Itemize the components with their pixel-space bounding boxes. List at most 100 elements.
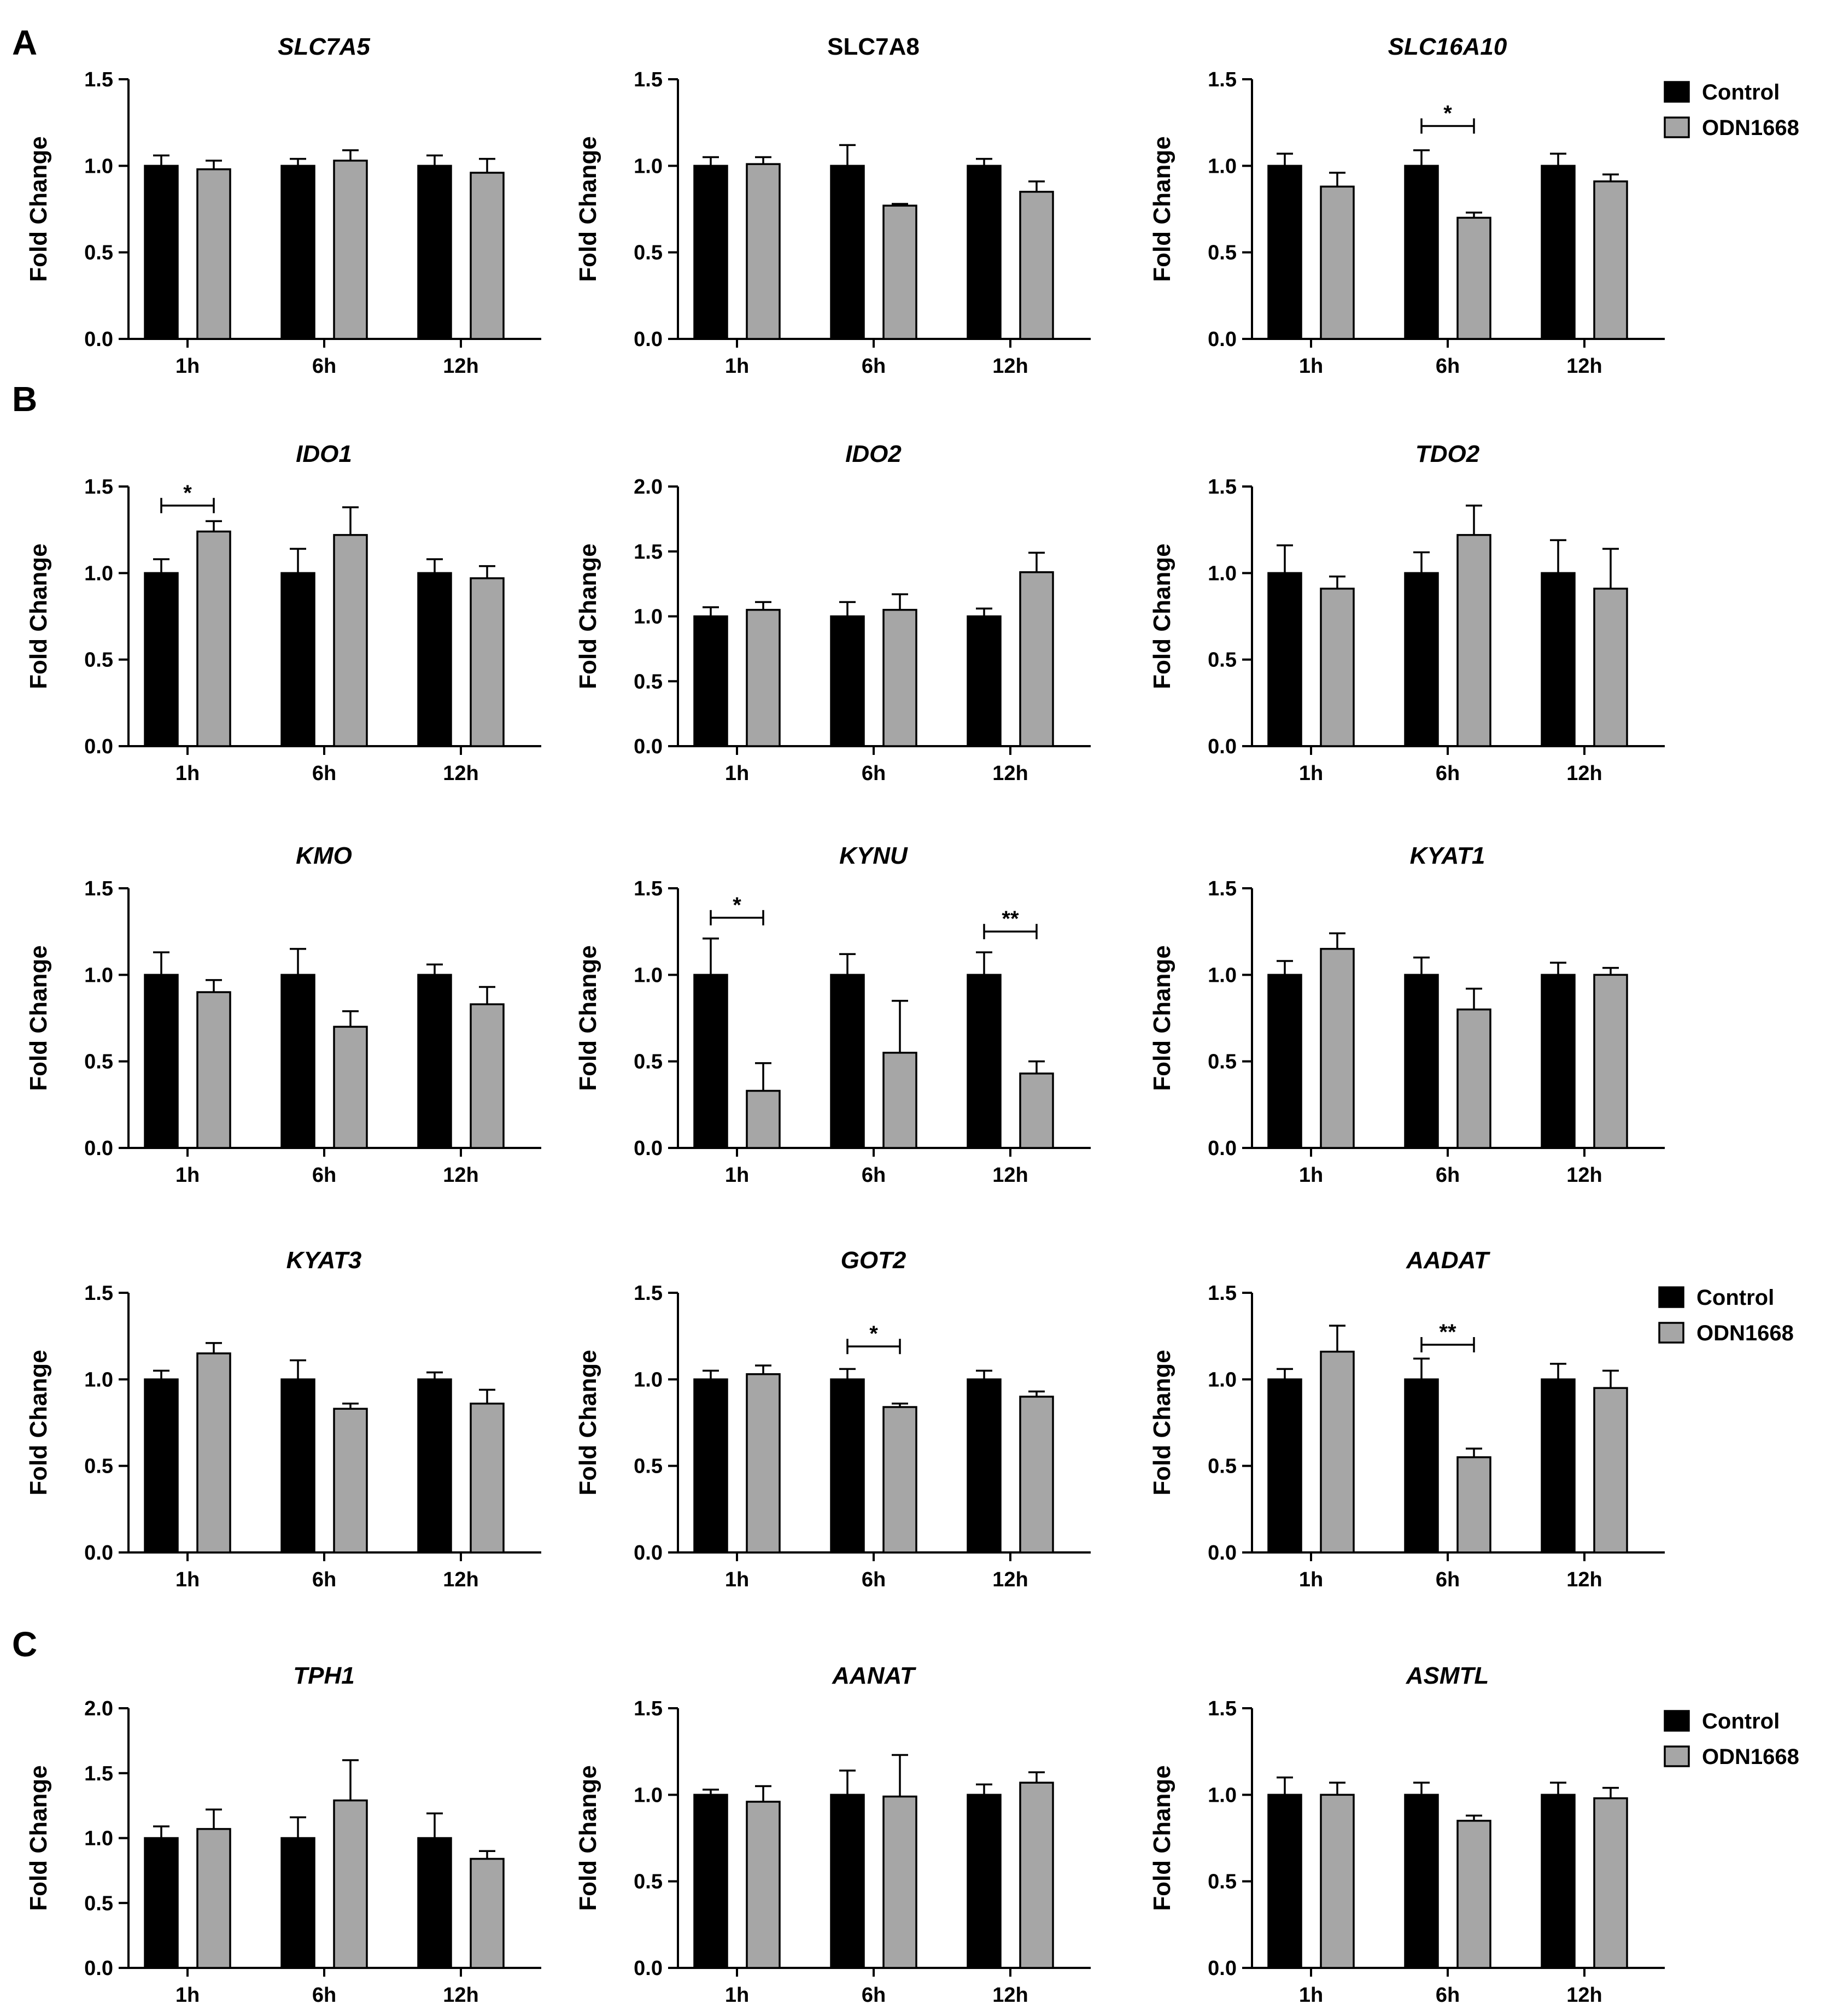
- bar-odn1668-6h: [882, 1052, 917, 1149]
- bar-odn1668-6h: [1456, 216, 1491, 340]
- x-tick-label: 12h: [443, 1984, 478, 2007]
- x-tick-label: 1h: [725, 355, 749, 378]
- x-tick-label: 12h: [1566, 1984, 1602, 2007]
- y-tick-label: 1.5: [84, 877, 113, 900]
- y-tick-label: 1.5: [84, 1282, 113, 1305]
- y-tick-label: 1.0: [84, 1368, 113, 1391]
- x-tick-label: 12h: [443, 355, 478, 378]
- x-tick-label: 6h: [312, 1164, 336, 1187]
- bar-control-6h: [1404, 974, 1439, 1149]
- bar-control-6h: [280, 572, 315, 747]
- y-tick-label: 0.0: [84, 735, 113, 758]
- y-tick-label: 1.5: [1208, 877, 1237, 900]
- bar-control-6h: [830, 974, 865, 1149]
- legend-swatch-control: [1664, 1710, 1690, 1732]
- legend-label: Control: [1702, 1709, 1780, 1733]
- legend-swatch-odn1668: [1664, 116, 1690, 138]
- x-tick-label: 6h: [862, 355, 886, 378]
- y-tick-label: 0.0: [1208, 1957, 1237, 1980]
- bar-odn1668-12h: [470, 172, 505, 340]
- y-tick-label: 0.0: [84, 1542, 113, 1564]
- bar-control-1h: [1267, 1794, 1302, 1969]
- chart-tdo2: TDO2 Fold Change 0.0 0.5 1.0 1.5 1h 6h 12h: [1149, 441, 1665, 785]
- chart-title: ASMTL: [1406, 1662, 1489, 1689]
- chart-aadat: AADAT Fold Change 0.0 0.5 1.0 1.5 1h 6h 12h ** Con…: [1149, 1247, 1794, 1591]
- y-axis-label: Fold Change: [1149, 1765, 1175, 1910]
- y-tick-label: 0.5: [1208, 1871, 1237, 1894]
- x-tick-label: 1h: [175, 1164, 200, 1187]
- bar-control-6h: [1404, 1794, 1439, 1969]
- bar-control-6h: [830, 1794, 865, 1969]
- y-tick-label: 0.5: [1208, 1455, 1237, 1478]
- bar-control-12h: [967, 974, 1002, 1149]
- x-tick-label: 1h: [175, 762, 200, 785]
- y-tick-label: 0.0: [84, 1957, 113, 1980]
- y-tick-label: 0.0: [1208, 1542, 1237, 1564]
- chart-title: IDO1: [296, 441, 352, 467]
- y-tick-label: 0.5: [84, 1892, 113, 1915]
- y-tick-label: 1.5: [1208, 68, 1237, 91]
- y-tick-label: 0.5: [84, 242, 113, 265]
- bar-control-12h: [417, 1378, 452, 1554]
- y-tick-label: 1.0: [1208, 1784, 1237, 1807]
- x-tick-label: 1h: [725, 1984, 749, 2007]
- chart-title: AADAT: [1406, 1247, 1490, 1274]
- legend-label: ODN1668: [1702, 1745, 1799, 1769]
- x-tick-label: 12h: [1566, 355, 1602, 378]
- bar-control-12h: [1541, 1794, 1576, 1969]
- bar-control-1h: [1267, 572, 1302, 747]
- chart-grid: SLC7A5 Fold Change 0.0 0.5 1.0 1.5 1h 6h 12h Cont…: [25, 33, 1799, 2007]
- chart-aanat: AANAT Fold Change 0.0 0.5 1.0 1.5 1h 6h 12h: [575, 1662, 1091, 2007]
- chart-title: SLC7A8: [827, 33, 920, 60]
- x-tick-label: 6h: [312, 1568, 336, 1591]
- bar-odn1668-6h: [333, 534, 368, 747]
- x-tick-label: 12h: [1566, 1164, 1602, 1187]
- bar-odn1668-1h: [746, 1089, 781, 1149]
- y-tick-label: 0.0: [84, 328, 113, 351]
- x-tick-label: 6h: [1436, 1568, 1460, 1591]
- x-tick-label: 12h: [1566, 762, 1602, 785]
- chart-tph1: TPH1 Fold Change 0.0 0.5 1.0 1.5 2.0 1h 6h 12h: [25, 1662, 541, 2007]
- x-tick-label: 6h: [1436, 355, 1460, 378]
- y-tick-label: 1.5: [634, 877, 663, 900]
- bar-control-12h: [417, 165, 452, 340]
- bar-odn1668-1h: [1320, 588, 1355, 747]
- y-tick-label: 1.5: [634, 68, 663, 91]
- y-tick-label: 1.5: [634, 1697, 663, 1720]
- panel-label-b: B: [12, 379, 37, 419]
- y-tick-label: 1.0: [1208, 562, 1237, 585]
- y-tick-label: 1.0: [1208, 964, 1237, 987]
- panel-label-a: A: [12, 23, 37, 62]
- x-tick-label: 1h: [175, 355, 200, 378]
- y-tick-label: 0.5: [634, 1455, 663, 1478]
- y-tick-label: 1.0: [634, 606, 663, 629]
- legend-label: Control: [1702, 80, 1780, 104]
- bar-odn1668-12h: [1019, 571, 1054, 747]
- bar-odn1668-12h: [1019, 1396, 1054, 1554]
- bar-odn1668-12h: [1593, 974, 1628, 1149]
- x-tick-label: 1h: [1299, 1984, 1323, 2007]
- y-tick-label: 0.5: [84, 649, 113, 672]
- bar-odn1668-6h: [1456, 1456, 1491, 1554]
- bar-control-12h: [967, 1794, 1002, 1969]
- bar-control-6h: [1404, 1378, 1439, 1554]
- chart-title: KYNU: [839, 842, 908, 869]
- legend-label: ODN1668: [1702, 116, 1799, 140]
- bar-odn1668-12h: [1019, 1073, 1054, 1149]
- chart-title: GOT2: [841, 1247, 906, 1274]
- y-axis-label: Fold Change: [25, 136, 52, 282]
- y-tick-label: 1.0: [1208, 1368, 1237, 1391]
- y-axis-label: Fold Change: [575, 1765, 601, 1910]
- y-tick-label: 0.0: [1208, 1137, 1237, 1160]
- x-tick-label: 1h: [725, 762, 749, 785]
- bar-odn1668-1h: [196, 1352, 231, 1554]
- legend: Control ODN1668: [1664, 80, 1799, 140]
- legend-swatch-odn1668: [1658, 1322, 1684, 1344]
- bar-control-1h: [144, 1837, 179, 1969]
- bar-control-1h: [693, 974, 728, 1149]
- y-tick-label: 0.5: [634, 1051, 663, 1074]
- bar-control-12h: [417, 974, 452, 1149]
- bar-control-6h: [1404, 165, 1439, 340]
- x-tick-label: 12h: [992, 1164, 1028, 1187]
- x-tick-label: 6h: [1436, 762, 1460, 785]
